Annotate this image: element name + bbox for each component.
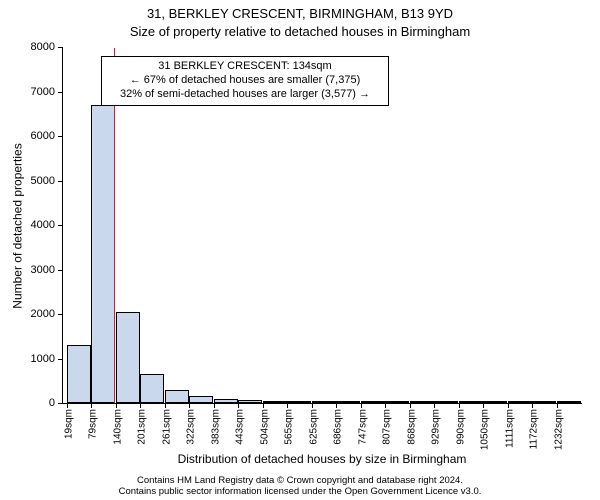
y-tick: 5000 [31, 175, 63, 187]
x-axis-label: Distribution of detached houses by size … [62, 452, 582, 466]
x-tick-label: 1111sqm [504, 403, 515, 448]
x-tick-label: 990sqm [455, 403, 466, 445]
x-tick-label: 140sqm [112, 403, 123, 445]
x-tick-label: 868sqm [406, 403, 417, 445]
histogram-bar [67, 345, 91, 403]
x-tick-label: 625sqm [308, 403, 319, 445]
y-tick: 8000 [31, 41, 63, 53]
chart-title-line2: Size of property relative to detached ho… [0, 24, 600, 39]
annotation-box: 31 BERKLEY CRESCENT: 134sqm ← 67% of det… [101, 56, 389, 106]
y-tick: 6000 [31, 130, 63, 142]
x-tick-label: 929sqm [431, 403, 442, 445]
histogram-bar [140, 374, 164, 403]
y-axis-label-wrap: Number of detached properties [10, 48, 26, 404]
y-tick: 0 [49, 397, 63, 409]
chart-title-line1: 31, BERKLEY CRESCENT, BIRMINGHAM, B13 9Y… [0, 6, 600, 21]
footer-line2: Contains public sector information licen… [0, 487, 600, 498]
y-tick: 2000 [31, 308, 63, 320]
x-tick-label: 504sqm [259, 403, 270, 445]
y-axis-label: Number of detached properties [11, 143, 25, 308]
x-tick-label: 1232sqm [553, 403, 564, 450]
histogram-bar [91, 105, 115, 403]
x-tick-label: 565sqm [284, 403, 295, 445]
footer-attribution: Contains HM Land Registry data © Crown c… [0, 476, 600, 498]
annotation-line1: 31 BERKLEY CRESCENT: 134sqm [110, 60, 380, 74]
x-tick-label: 19sqm [64, 403, 75, 439]
x-tick-label: 1050sqm [480, 403, 491, 450]
x-tick-label: 443sqm [235, 403, 246, 445]
x-tick-label: 79sqm [88, 403, 99, 439]
annotation-line3: 32% of semi-detached houses are larger (… [110, 88, 380, 102]
histogram-bar [116, 312, 140, 403]
x-tick-label: 1172sqm [529, 403, 540, 449]
plot-area: 31 BERKLEY CRESCENT: 134sqm ← 67% of det… [62, 48, 582, 404]
x-tick-label: 261sqm [161, 403, 172, 445]
chart-container: 31, BERKLEY CRESCENT, BIRMINGHAM, B13 9Y… [0, 0, 600, 500]
x-tick-label: 383sqm [210, 403, 221, 445]
histogram-bar [189, 396, 213, 403]
x-tick-label: 807sqm [382, 403, 393, 445]
annotation-line2: ← 67% of detached houses are smaller (7,… [110, 74, 380, 88]
x-tick-label: 747sqm [357, 403, 368, 445]
x-tick-label: 686sqm [333, 403, 344, 445]
histogram-bar [165, 390, 189, 403]
x-tick-label: 201sqm [137, 403, 148, 445]
y-tick: 7000 [31, 86, 63, 98]
y-tick: 1000 [31, 353, 63, 365]
y-tick: 3000 [31, 264, 63, 276]
x-tick-label: 322sqm [186, 403, 197, 445]
y-tick: 4000 [31, 219, 63, 231]
